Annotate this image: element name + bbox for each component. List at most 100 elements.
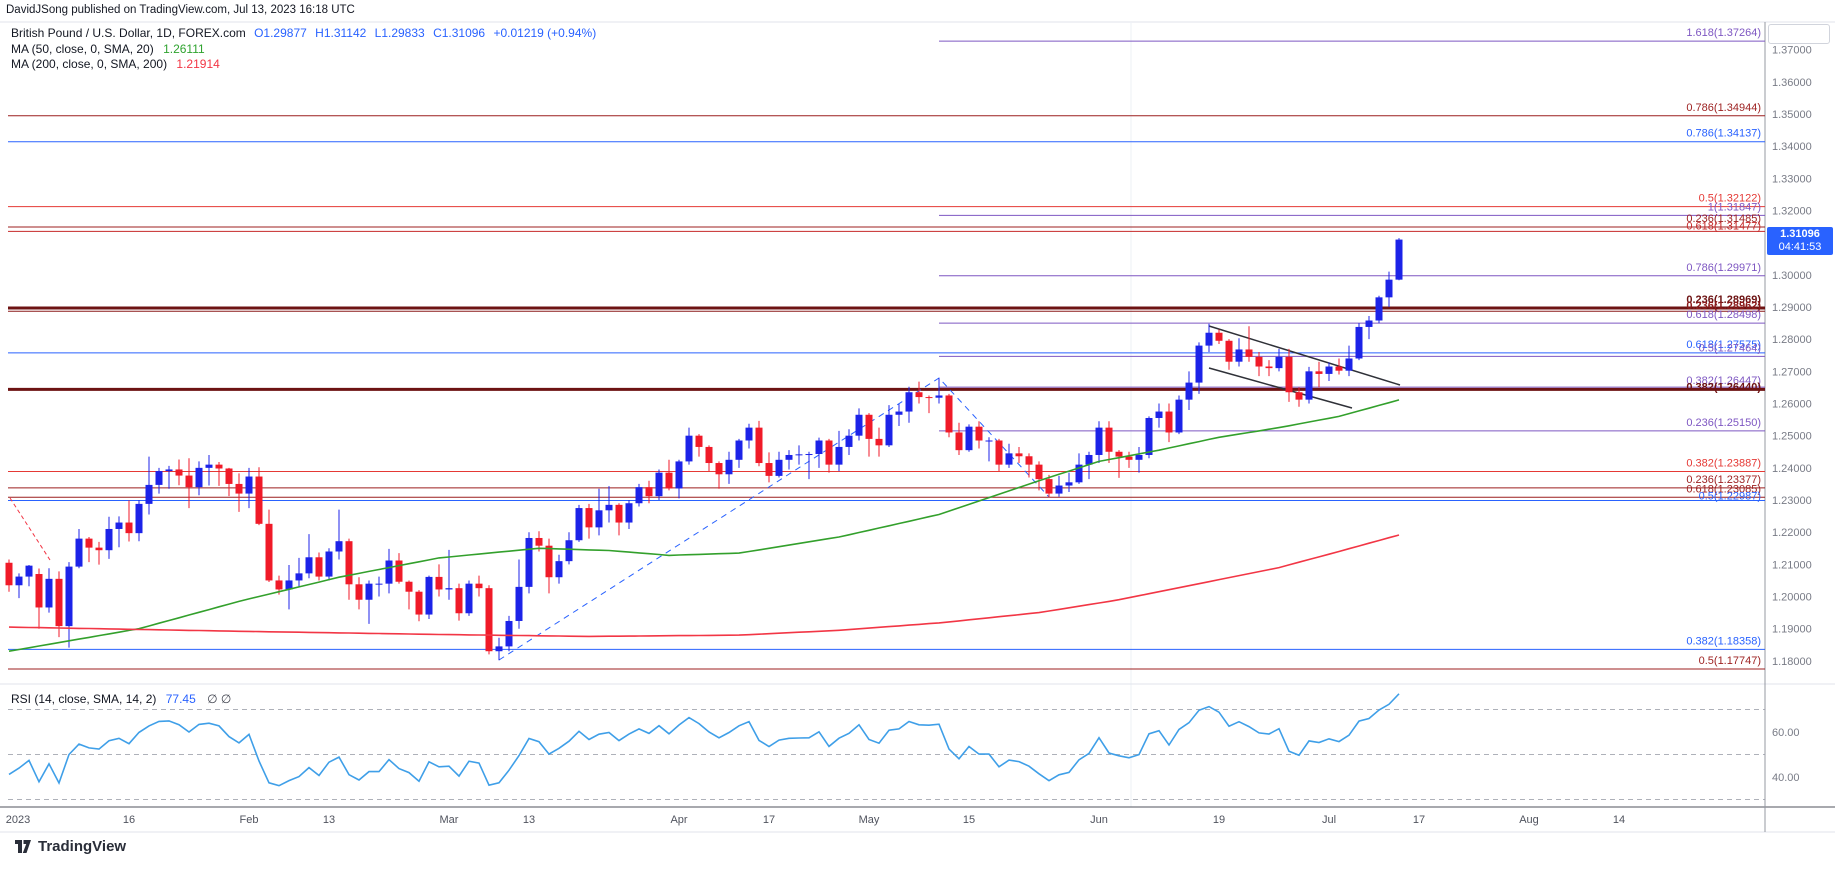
candle-down [405,581,413,592]
candle-down [1045,479,1053,494]
price-tick-label: 1.30000 [1772,270,1812,282]
candle-up [425,576,433,615]
candle-up [1325,366,1333,374]
price-tick-label: 1.23000 [1772,495,1812,507]
countdown-timer: 04:41:53 [1778,241,1822,253]
fib-level-label: 0.5(1.22987) [1699,490,1761,502]
channel-trendline [1208,325,1401,386]
candle-down [545,545,553,578]
candle-up [1235,349,1243,362]
symbol-row[interactable]: British Pound / U.S. Dollar, 1D, FOREX.c… [11,26,596,42]
candle-down [95,547,103,551]
time-axis[interactable]: 2023 16 Feb 13 Mar 13 Apr 17 May 15 Jun 19 Jul 17 Aug 1… [6,814,1625,826]
candle-up [385,560,393,584]
candle-down [255,476,263,524]
rsi-legend[interactable]: RSI (14, close, SMA, 14, 2) 77.45 ∅ ∅ [11,692,231,706]
fib-level-label: 0.786(1.34137) [1686,128,1761,140]
open-value: O1.29877 [254,26,307,40]
candle-up [725,459,733,475]
candle-down [825,440,833,465]
time-tick-label: 14 [1613,814,1625,826]
candle-up [525,537,533,587]
price-tick-label: 1.36000 [1772,77,1812,89]
time-tick-label: 15 [963,814,975,826]
candle-up [655,472,663,497]
fib-level-label: 0.5(1.32122) [1699,193,1761,205]
candle-up [1075,464,1083,483]
fib-level-label: 1.618(1.37264) [1686,27,1761,39]
candle-down [85,538,93,548]
publication-header: DavidJSong published on TradingView.com,… [6,4,355,16]
candle-up [195,467,203,488]
candle-down [865,414,873,439]
fib-level-label: 0.5(1.27464) [1699,342,1761,354]
rsi-label: RSI (14, close, SMA, 14, 2) [11,692,157,706]
candle-down [875,438,883,446]
candle-up [1055,485,1063,494]
last-price-badge: 1.31096 04:41:53 [1767,227,1833,255]
candle-down [1105,427,1113,452]
rsi-empty-set-icons: ∅ ∅ [207,692,232,706]
candle-down [975,426,983,441]
candle-up [285,580,293,590]
candle-down [1315,371,1323,374]
candle-up [505,620,513,647]
ma50-row[interactable]: MA (50, close, 0, SMA, 20) 1.26111 [11,42,596,58]
price-tick-label: 1.29000 [1772,302,1812,314]
candle-up [635,487,643,504]
fib-level-label: 0.786(1.34944) [1686,102,1761,114]
candles-layer[interactable] [5,238,1403,661]
candle-down [125,522,133,534]
candle-up [795,454,803,456]
chart-frame [0,21,1835,833]
candle-down [415,591,423,615]
candle-down [185,475,193,488]
candle-up [1305,371,1313,400]
candle-up [1145,417,1153,455]
rsi-tick-label: 40.00 [1772,772,1800,784]
candle-up [1095,427,1103,455]
close-value: C1.31096 [433,26,486,40]
candle-up [445,588,453,590]
drawings-layer [9,325,1401,661]
footer-branding: TradingView [14,838,126,855]
fib-level-label: 1(1.31847) [1708,201,1761,213]
time-tick-label: Mar [440,814,459,826]
candle-up [1135,454,1143,460]
ma200-row[interactable]: MA (200, close, 0, SMA, 200) 1.21914 [11,57,596,73]
time-tick-label: Apr [670,814,687,826]
candle-up [295,573,303,581]
candle-up [1345,358,1353,371]
moving-averages-layer [8,399,1400,652]
candle-up [145,484,153,504]
price-axis[interactable]: 1.37000 1.36000 1.35000 1.34000 1.33000 1.320… [1772,45,1812,784]
candle-down [1285,356,1293,393]
price-tick-label: 1.22000 [1772,527,1812,539]
ma50-line [8,399,1400,652]
candle-up [685,435,693,462]
candle-up [605,504,613,511]
candle-up [335,541,343,552]
candle-up [775,459,783,476]
candle-up [305,557,313,574]
candle-up [555,561,563,578]
candle-up [1155,411,1163,418]
candle-up [985,440,993,442]
candle-up [965,426,973,451]
candle-up [495,646,503,652]
candle-up [625,503,633,523]
candle-up [595,510,603,528]
candle-up [155,471,163,485]
candle-up [135,503,143,534]
candle-up [165,469,173,472]
candle-up [465,583,473,614]
fib-level-label: 0.786(1.29971) [1686,262,1761,274]
candle-down [1255,356,1263,367]
candle-up [1205,332,1213,346]
candle-down [925,397,933,399]
price-tick-label: 1.24000 [1772,463,1812,475]
blank-price-label-box [1768,24,1830,44]
time-tick-label: 17 [1413,814,1425,826]
candle-down [1115,451,1123,457]
